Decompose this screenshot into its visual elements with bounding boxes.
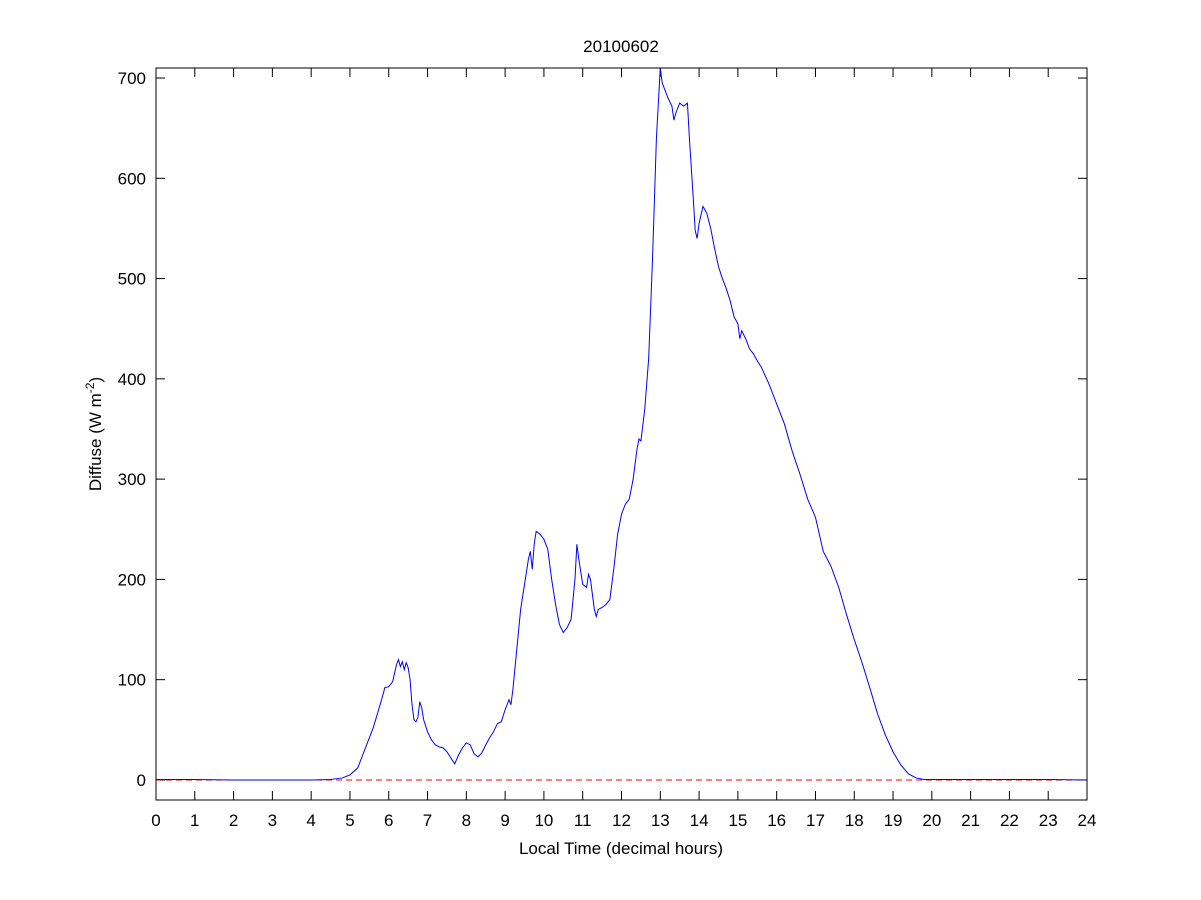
y-label-suffix: ) xyxy=(86,377,105,383)
x-tick-label: 2 xyxy=(229,811,238,830)
y-tick-label: 200 xyxy=(118,570,146,589)
x-tick-label: 5 xyxy=(345,811,354,830)
x-tick-label: 17 xyxy=(806,811,825,830)
axes-box xyxy=(155,67,1088,801)
y-tick-label: 400 xyxy=(118,370,146,389)
chart-title: 20100602 xyxy=(583,37,659,56)
y-tick-label: 300 xyxy=(118,470,146,489)
x-tick-label: 21 xyxy=(961,811,980,830)
y-tick-label: 600 xyxy=(118,169,146,188)
x-tick-label: 10 xyxy=(534,811,553,830)
x-tick-label: 9 xyxy=(500,811,509,830)
y-tick-label: 700 xyxy=(118,69,146,88)
x-tick-label: 4 xyxy=(306,811,315,830)
x-tick-label: 8 xyxy=(462,811,471,830)
x-tick-label: 22 xyxy=(1000,811,1019,830)
x-tick-label: 20 xyxy=(922,811,941,830)
x-tick-label: 18 xyxy=(845,811,864,830)
x-tick-label: 16 xyxy=(767,811,786,830)
x-tick-label: 13 xyxy=(651,811,670,830)
x-tick-label: 6 xyxy=(384,811,393,830)
x-tick-label: 3 xyxy=(268,811,277,830)
x-tick-label: 24 xyxy=(1078,811,1097,830)
y-label-superscript: -2 xyxy=(83,382,97,393)
y-tick-label: 500 xyxy=(118,270,146,289)
y-label-text: Diffuse (W m xyxy=(86,393,105,491)
y-tick-label: 0 xyxy=(137,771,146,790)
x-tick-label: 14 xyxy=(690,811,709,830)
x-tick-label: 11 xyxy=(574,811,592,830)
x-tick-label: 23 xyxy=(1039,811,1058,830)
x-tick-label: 1 xyxy=(190,811,199,830)
x-tick-label: 15 xyxy=(728,811,747,830)
y-axis-label: Diffuse (W m-2) xyxy=(83,377,105,491)
x-tick-label: 19 xyxy=(884,811,903,830)
data-line xyxy=(156,67,1088,781)
x-tick-label: 12 xyxy=(612,811,631,830)
x-tick-label: 0 xyxy=(151,811,160,830)
x-tick-label: 7 xyxy=(423,811,432,830)
y-tick-label: 100 xyxy=(118,671,146,690)
x-axis-label: Local Time (decimal hours) xyxy=(519,839,723,858)
